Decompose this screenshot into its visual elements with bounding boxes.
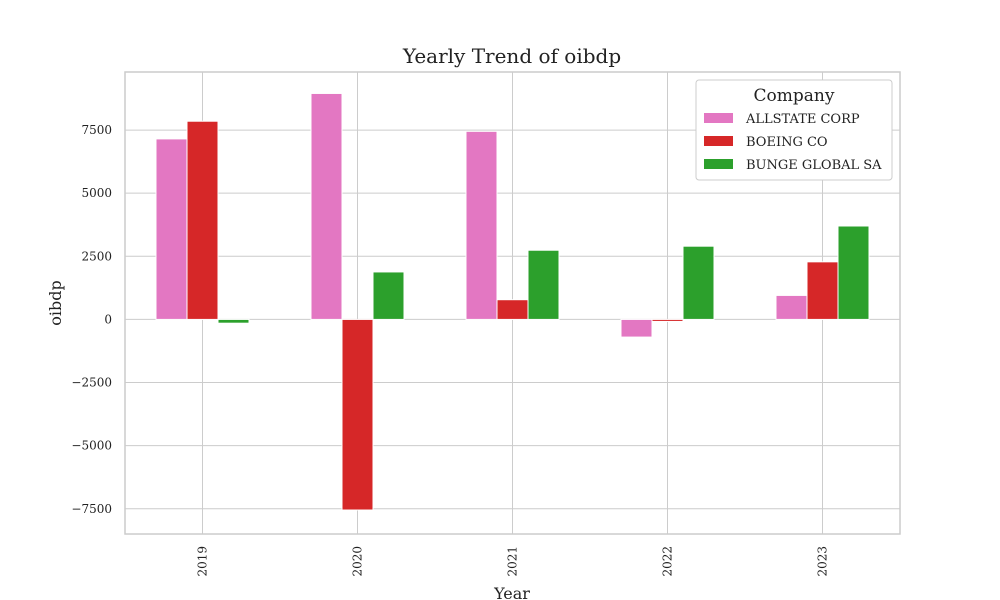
legend-swatch [704, 113, 733, 123]
x-tick-label: 2023 [816, 546, 830, 577]
x-tick-label: 2019 [196, 546, 210, 577]
y-tick-label: −7500 [71, 502, 112, 516]
legend-box [695, 79, 893, 181]
bar-boeing-co-2020 [341, 318, 374, 511]
legend-label: BUNGE GLOBAL SA [746, 158, 882, 173]
bar-bunge-global-sa-2022 [682, 245, 715, 320]
bar-allstate-corp-2019 [155, 138, 188, 320]
legend-items: ALLSTATE CORP BOEING CO BUNGE GLOBAL SA [704, 112, 882, 173]
x-axis-label: Year [493, 584, 530, 600]
x-tick-labels: 2019 2020 2021 2022 2023 [196, 546, 830, 577]
legend: Company ALLSTATE CORP BOEING CO BUNGE GLOB… [695, 79, 893, 181]
y-tick-labels: −7500 −5000 −2500 0 2500 5000 7500 [71, 123, 112, 516]
bar-bunge-global-sa-2021 [527, 249, 560, 320]
legend-label: BOEING CO [746, 135, 828, 150]
y-tick-label: 2500 [81, 249, 112, 263]
legend-swatch [704, 159, 733, 169]
bar-bunge-global-sa-2020 [372, 271, 405, 320]
bar-boeing-co-2021 [496, 299, 529, 320]
bar-allstate-corp-2022 [620, 318, 653, 338]
bar-bunge-global-sa-2019 [217, 318, 250, 324]
legend-label: ALLSTATE CORP [745, 112, 860, 127]
x-tick-label: 2022 [661, 546, 675, 577]
bar-allstate-corp-2020 [310, 92, 343, 320]
plot-frame [124, 71, 901, 535]
chart-title: Yearly Trend of oibdp [402, 44, 621, 68]
bar-boeing-co-2023 [806, 261, 839, 320]
y-tick-label: 5000 [81, 186, 112, 200]
bar-allstate-corp-2021 [465, 130, 498, 320]
y-axis-label: oibdp [46, 280, 65, 325]
legend-swatch [704, 136, 733, 146]
bar-boeing-co-2022 [651, 318, 684, 322]
y-tick-label: 0 [104, 312, 112, 326]
x-tick-label: 2021 [506, 546, 520, 577]
y-tick-label: 7500 [81, 123, 112, 137]
bar-bunge-global-sa-2023 [837, 225, 870, 320]
y-tick-label: −5000 [71, 439, 112, 453]
x-tick-label: 2020 [351, 546, 365, 577]
bar-boeing-co-2019 [186, 120, 219, 320]
legend-title: Company [754, 86, 835, 106]
y-tick-label: −2500 [71, 376, 112, 390]
bar-allstate-corp-2023 [775, 294, 808, 320]
bars [155, 92, 870, 511]
